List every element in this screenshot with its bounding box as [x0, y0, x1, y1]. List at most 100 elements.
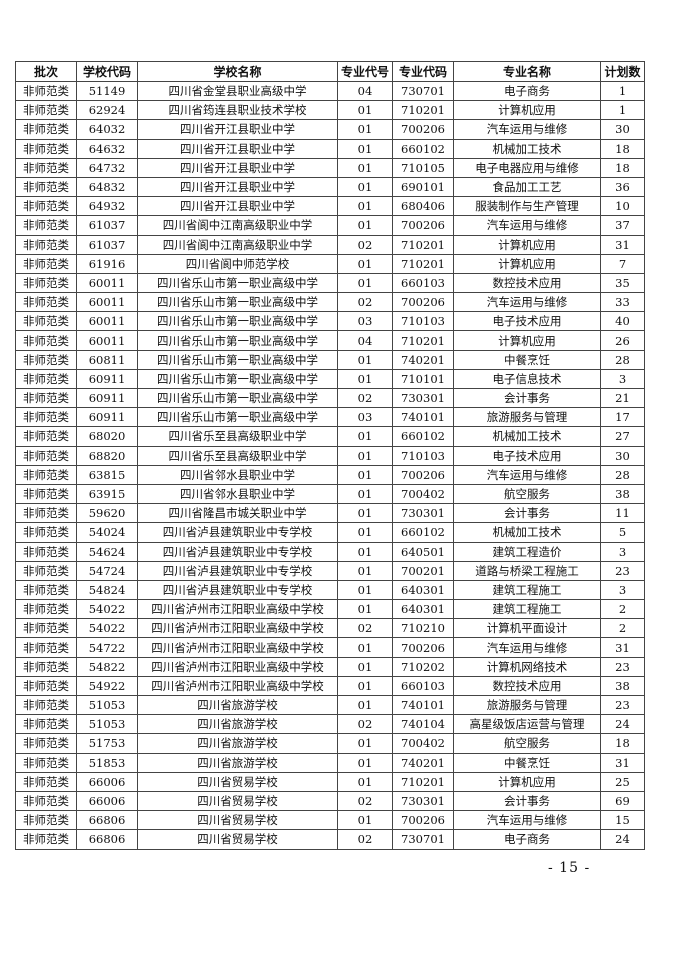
header-major-code: 专业代码	[392, 61, 454, 82]
cell-batch: 非师范类	[15, 215, 77, 236]
cell-batch: 非师范类	[15, 560, 77, 581]
cell-plan-count: 24	[600, 714, 645, 735]
cell-plan-count: 3	[600, 368, 645, 390]
cell-major-code: 640301	[392, 599, 454, 620]
cell-major-no: 04	[337, 330, 393, 351]
cell-major-code: 700206	[392, 637, 454, 658]
cell-school-name: 四川省乐山市第一职业高级中学	[137, 272, 338, 294]
cell-plan-count: 30	[600, 445, 645, 466]
cell-plan-count: 38	[600, 483, 645, 505]
cell-major-code: 660103	[392, 272, 454, 294]
cell-batch: 非师范类	[15, 119, 77, 140]
cell-major-code: 710201	[392, 330, 454, 351]
cell-school-code: 64932	[76, 196, 138, 217]
cell-major-code: 730301	[392, 387, 454, 409]
cell-major-name: 道路与桥梁工程施工	[453, 560, 601, 581]
table-row: 非师范类 54824 四川省泸县建筑职业中专学校 01 640301 建筑工程施工 3	[15, 579, 645, 601]
table-row: 非师范类 62924 四川省筠连县职业技术学校 01 710201 计算机应用 1	[15, 100, 645, 121]
cell-plan-count: 1	[600, 80, 645, 102]
cell-school-name: 四川省泸县建筑职业中专学校	[137, 541, 338, 562]
cell-school-name: 四川省开江县职业中学	[137, 138, 338, 159]
cell-major-name: 服装制作与生产管理	[453, 196, 601, 217]
cell-plan-count: 31	[600, 752, 645, 773]
cell-school-name: 四川省乐山市第一职业高级中学	[137, 349, 338, 370]
cell-plan-count: 69	[600, 790, 645, 812]
cell-plan-count: 1	[600, 100, 645, 121]
cell-major-name: 计算机平面设计	[453, 618, 601, 639]
cell-major-name: 计算机应用	[453, 253, 601, 274]
table-row: 非师范类 60911 四川省乐山市第一职业高级中学 02 730301 会计事务 21	[15, 387, 645, 409]
cell-school-code: 66806	[76, 829, 138, 850]
cell-major-code: 710103	[392, 311, 454, 332]
table-row: 非师范类 61916 四川省阆中师范学校 01 710201 计算机应用 7	[15, 253, 645, 274]
cell-plan-count: 38	[600, 675, 645, 697]
cell-batch: 非师范类	[15, 196, 77, 217]
cell-school-code: 60811	[76, 349, 138, 370]
cell-batch: 非师范类	[15, 752, 77, 773]
cell-major-no: 01	[337, 426, 393, 447]
cell-school-name: 四川省隆昌市城关职业中学	[137, 503, 338, 524]
table-row: 非师范类 63815 四川省邻水县职业中学 01 700206 汽车运用与维修 28	[15, 464, 645, 485]
cell-major-name: 建筑工程造价	[453, 541, 601, 562]
cell-major-code: 740201	[392, 349, 454, 370]
cell-major-no: 01	[337, 694, 393, 716]
cell-batch: 非师范类	[15, 522, 77, 543]
cell-major-code: 660102	[392, 426, 454, 447]
cell-major-name: 汽车运用与维修	[453, 810, 601, 831]
cell-batch: 非师范类	[15, 138, 77, 159]
cell-major-code: 700201	[392, 560, 454, 581]
cell-batch: 非师范类	[15, 311, 77, 332]
cell-batch: 非师范类	[15, 599, 77, 620]
cell-major-name: 会计事务	[453, 503, 601, 524]
cell-batch: 非师范类	[15, 330, 77, 351]
cell-school-name: 四川省开江县职业中学	[137, 119, 338, 140]
cell-major-no: 02	[337, 234, 393, 255]
cell-school-code: 64632	[76, 138, 138, 159]
header-major-name: 专业名称	[453, 61, 601, 82]
cell-plan-count: 2	[600, 599, 645, 620]
table-row: 非师范类 68820 四川省乐至县高级职业中学 01 710103 电子技术应用 30	[15, 445, 645, 466]
cell-major-no: 01	[337, 464, 393, 485]
cell-major-no: 01	[337, 483, 393, 505]
cell-school-code: 51853	[76, 752, 138, 773]
cell-plan-count: 2	[600, 618, 645, 639]
cell-school-name: 四川省邻水县职业中学	[137, 483, 338, 505]
cell-major-name: 汽车运用与维修	[453, 292, 601, 313]
cell-school-code: 63815	[76, 464, 138, 485]
cell-plan-count: 24	[600, 829, 645, 850]
cell-plan-count: 18	[600, 138, 645, 159]
table-row: 非师范类 60911 四川省乐山市第一职业高级中学 01 710101 电子信息技术 3	[15, 368, 645, 390]
cell-major-name: 数控技术应用	[453, 272, 601, 294]
cell-school-code: 60911	[76, 387, 138, 409]
cell-school-name: 四川省开江县职业中学	[137, 176, 338, 198]
cell-school-code: 61916	[76, 253, 138, 274]
cell-major-code: 660102	[392, 138, 454, 159]
cell-school-code: 66806	[76, 810, 138, 831]
cell-major-no: 01	[337, 368, 393, 390]
cell-batch: 非师范类	[15, 714, 77, 735]
cell-school-code: 54822	[76, 656, 138, 677]
cell-major-code: 710201	[392, 234, 454, 255]
table-row: 非师范类 51149 四川省金堂县职业高级中学 04 730701 电子商务 1	[15, 80, 645, 102]
cell-major-name: 汽车运用与维修	[453, 637, 601, 658]
cell-batch: 非师范类	[15, 694, 77, 716]
cell-major-code: 730701	[392, 829, 454, 850]
cell-school-code: 54024	[76, 522, 138, 543]
cell-plan-count: 35	[600, 272, 645, 294]
cell-major-no: 03	[337, 407, 393, 428]
table-row: 非师范类 51753 四川省旅游学校 01 700402 航空服务 18	[15, 733, 645, 754]
cell-major-no: 01	[337, 675, 393, 697]
cell-major-code: 730301	[392, 790, 454, 812]
table-row: 非师范类 64032 四川省开江县职业中学 01 700206 汽车运用与维修 30	[15, 119, 645, 140]
table-row: 非师范类 60011 四川省乐山市第一职业高级中学 01 660103 数控技术应用 35	[15, 272, 645, 294]
cell-major-name: 机械加工技术	[453, 522, 601, 543]
cell-major-no: 01	[337, 771, 393, 792]
cell-school-name: 四川省旅游学校	[137, 694, 338, 716]
cell-plan-count: 23	[600, 694, 645, 716]
cell-batch: 非师范类	[15, 733, 77, 754]
cell-batch: 非师范类	[15, 675, 77, 697]
cell-batch: 非师范类	[15, 579, 77, 601]
cell-major-no: 02	[337, 829, 393, 850]
cell-batch: 非师范类	[15, 426, 77, 447]
cell-school-name: 四川省开江县职业中学	[137, 157, 338, 178]
